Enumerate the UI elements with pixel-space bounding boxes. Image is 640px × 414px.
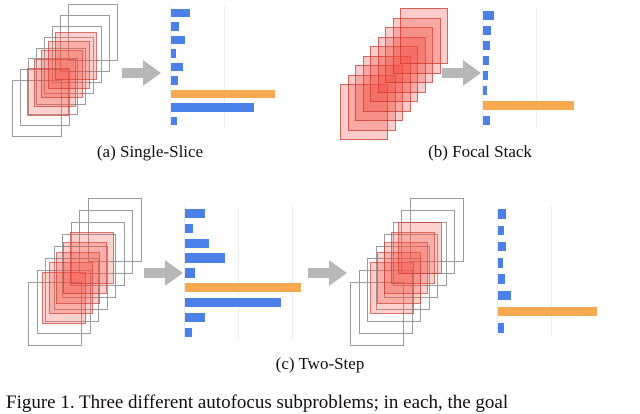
slice-frame (44, 36, 94, 94)
right-arrow-icon (122, 58, 162, 88)
chart-bar (498, 258, 503, 268)
chart-bar (483, 40, 490, 51)
chart-bar (171, 35, 185, 45)
right-arrow-icon (308, 258, 348, 288)
image-stack-c-first (28, 196, 143, 347)
right-arrow-icon (442, 58, 482, 88)
chart-bar (171, 76, 178, 85)
focus-region-frame (70, 232, 114, 284)
chart-bar (185, 268, 195, 278)
slice-frame (28, 58, 78, 116)
chart-bar (498, 323, 504, 333)
chart-bar (483, 115, 490, 126)
panel-caption-c: (c) Two-Step (275, 354, 365, 373)
chart-bar (171, 62, 183, 72)
right-arrow-icon (144, 258, 184, 288)
focus-measure-chart-a (170, 6, 276, 128)
chart-bar (185, 223, 193, 233)
slice-frame (62, 234, 116, 298)
image-stack-a (12, 4, 120, 138)
chart-bar (483, 85, 487, 96)
focus-measure-chart-c-second (497, 206, 605, 336)
right-arrow-icon (144, 260, 183, 286)
slice-frame (375, 246, 430, 310)
chart-bar (171, 103, 254, 112)
chart-bar (185, 208, 205, 219)
chart-bar (498, 290, 511, 301)
chart-bar (498, 274, 505, 284)
chart-bar (171, 8, 190, 17)
chart-bar (483, 70, 488, 81)
chart-bar (185, 327, 192, 338)
chart-bar (498, 209, 506, 219)
panel-caption-a: (a) Single-Slice (96, 142, 204, 161)
chart-bar (185, 298, 281, 308)
right-arrow-icon (442, 60, 481, 86)
chart-bar (498, 306, 597, 317)
slice-frame (53, 246, 108, 310)
red-slice-frame (400, 8, 448, 64)
chart-bar (185, 313, 205, 323)
slice-frame (60, 15, 110, 73)
slice-frame (12, 80, 62, 137)
slice-frame (87, 198, 142, 262)
chart-bar (171, 49, 176, 58)
chart-bar (483, 100, 574, 111)
slice-frame (409, 198, 464, 262)
chart-bar (171, 22, 179, 31)
focus-region-frame (55, 32, 97, 80)
slice-frame (45, 258, 99, 322)
image-stack-b (340, 8, 450, 140)
figure-caption: Figure 1. Three different autofocus subp… (6, 392, 509, 413)
right-arrow-icon (122, 60, 161, 86)
slice-frame (70, 222, 125, 286)
red-slice-frame (377, 36, 426, 93)
chart-bar (483, 25, 491, 36)
slice-frame (28, 282, 82, 346)
chart-bar (171, 89, 275, 99)
chart-bar (185, 238, 209, 248)
image-stack-c-second (350, 196, 465, 347)
chart-bar (483, 55, 489, 66)
chart-bar (171, 117, 177, 126)
slice-frame (36, 47, 86, 105)
focus-measure-chart-b (482, 8, 590, 128)
right-arrow-icon (308, 260, 347, 286)
chart-bar (498, 225, 504, 236)
focus-region-frame (398, 222, 442, 274)
slice-frame (358, 270, 413, 334)
panel-caption-b: (b) Focal Stack (428, 142, 532, 161)
focus-measure-chart-c-first (184, 206, 306, 340)
chart-bar (185, 253, 225, 263)
slice-frame (52, 26, 102, 83)
chart-bar (498, 241, 506, 252)
chart-bar (185, 283, 301, 293)
chart-bar (483, 10, 494, 21)
